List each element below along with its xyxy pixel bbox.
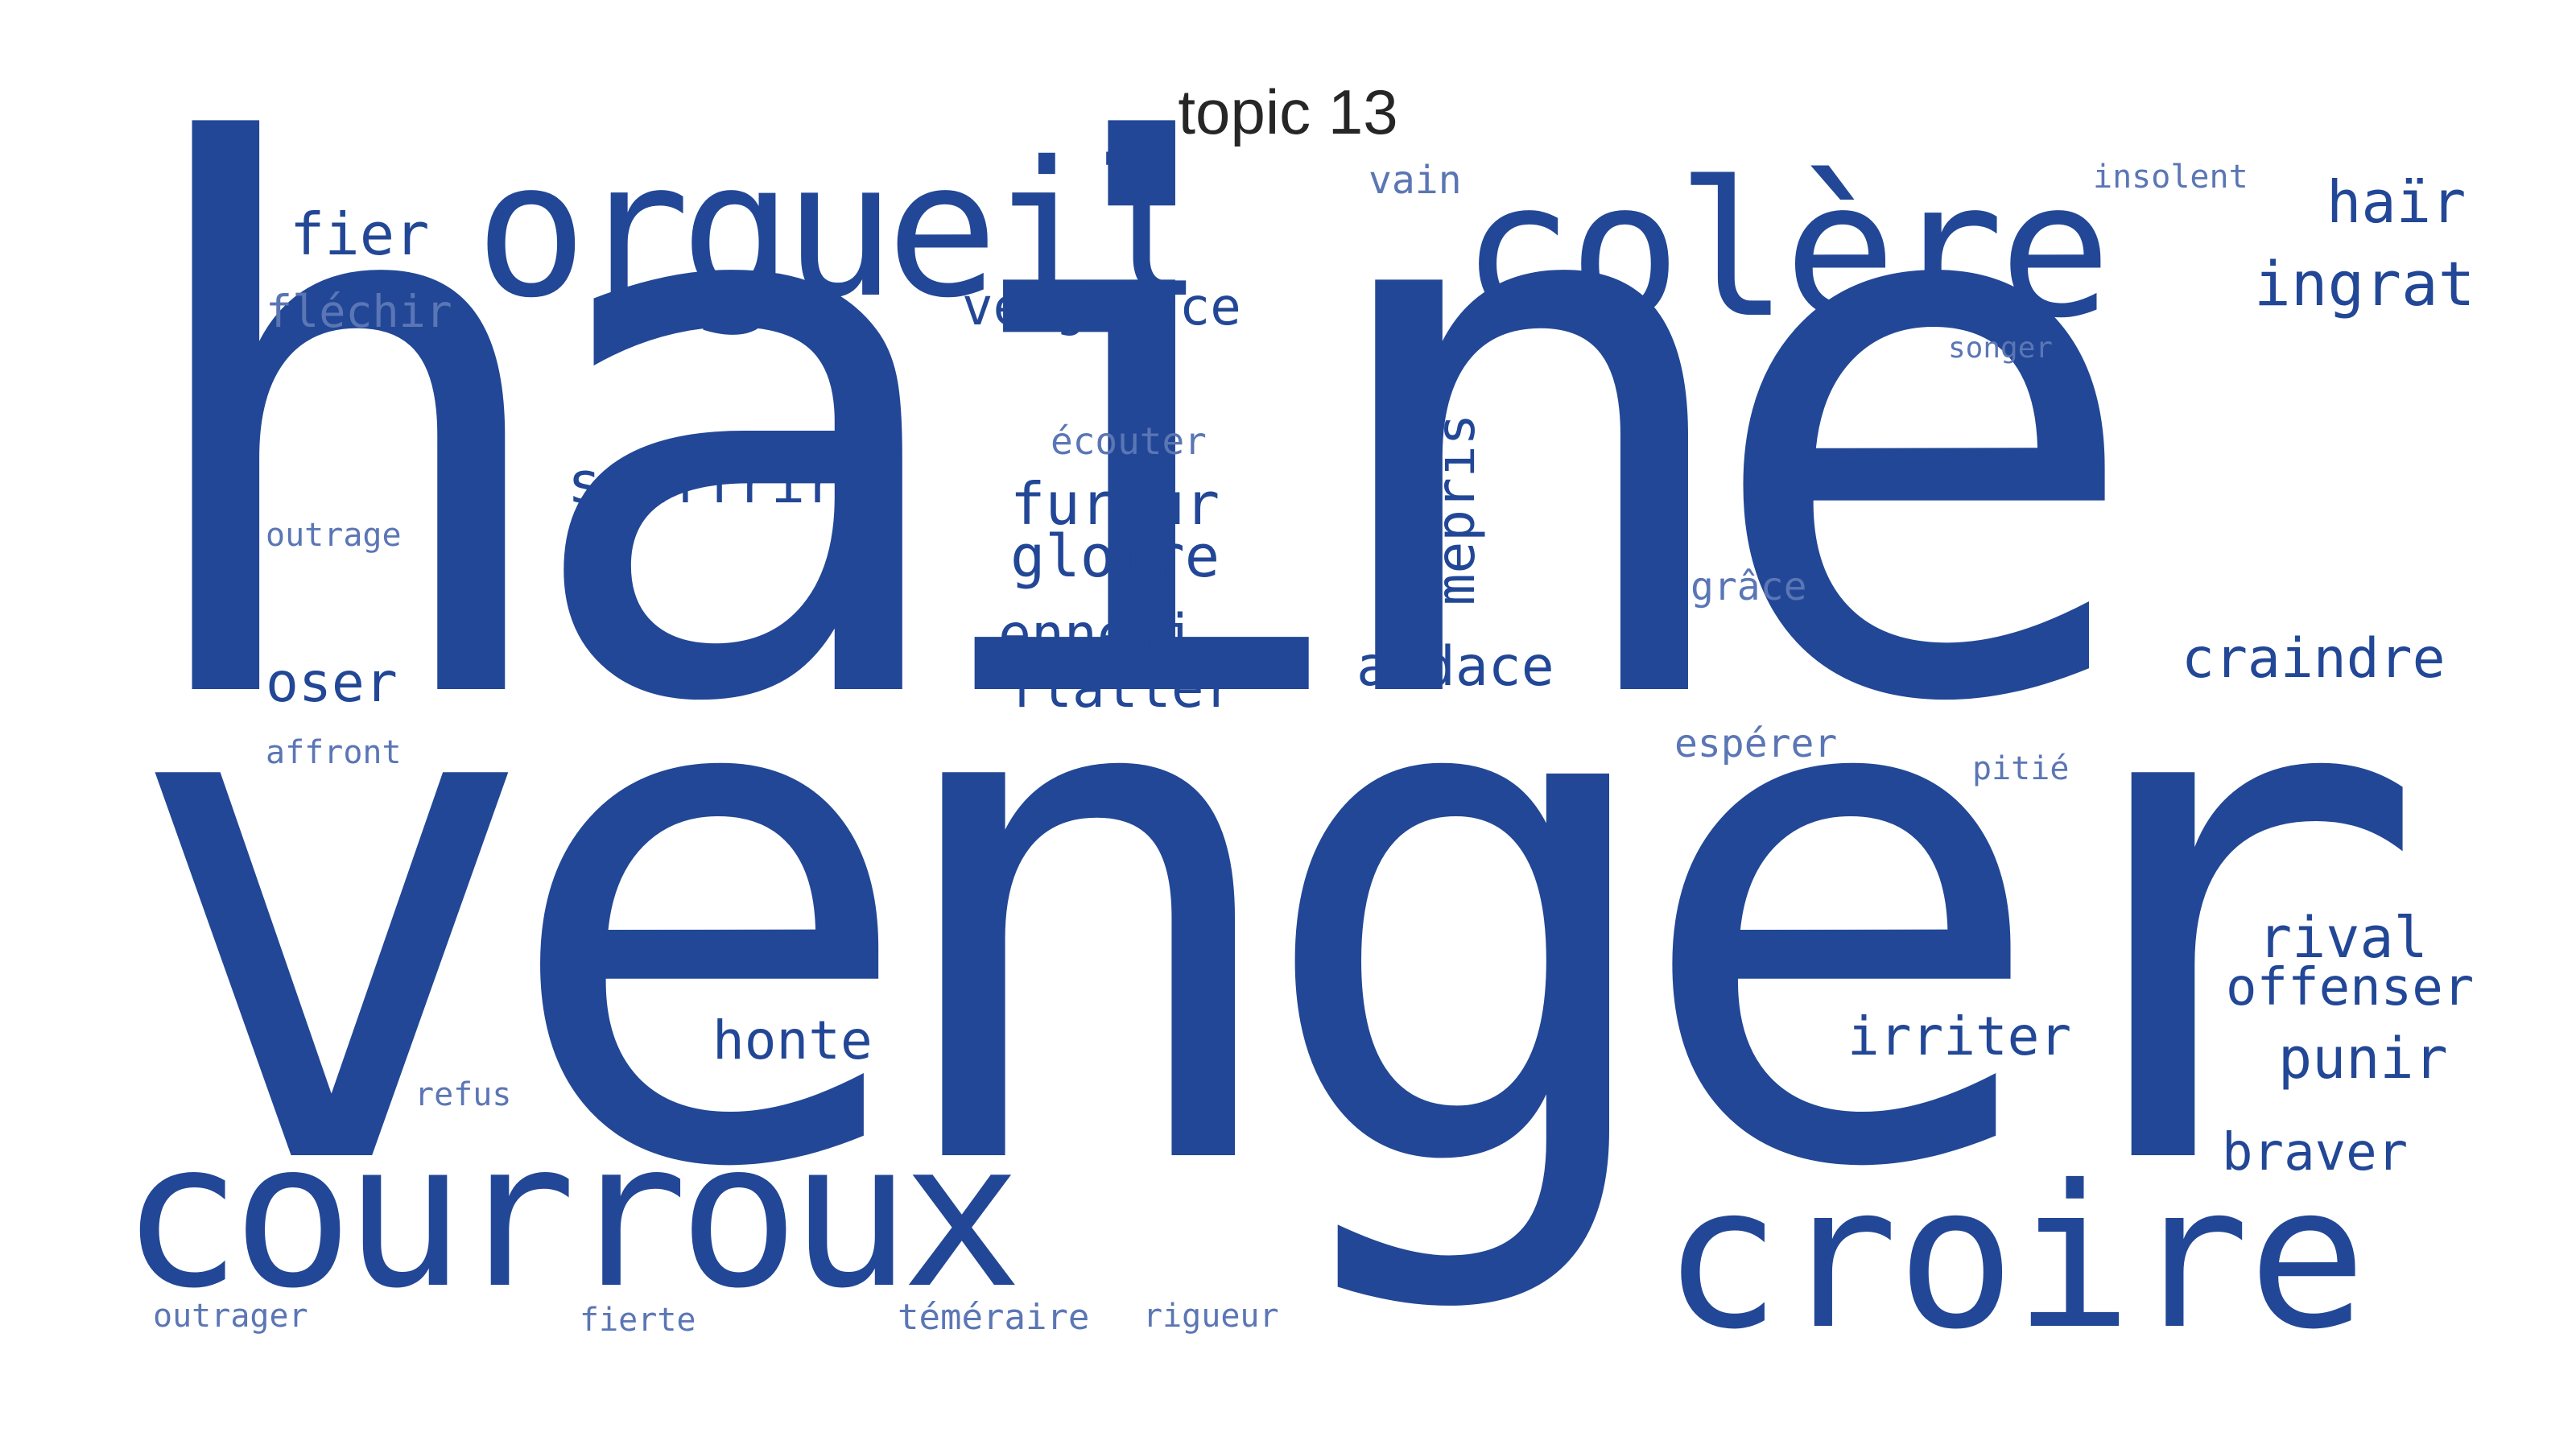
word-croire: croire (1662, 1143, 2367, 1373)
word-grace: grâce (1690, 564, 1807, 609)
word-flechir: fléchir (266, 286, 452, 337)
word-fierte: fierte (580, 1302, 696, 1339)
word-outrage: outrage (266, 517, 402, 554)
word-offenser: offenser (2226, 958, 2475, 1018)
word-oser: oser (266, 651, 398, 715)
word-rival: rival (2258, 905, 2428, 971)
word-braver: braver (2222, 1123, 2409, 1183)
word-insolent: insolent (2093, 159, 2248, 196)
word-flatter: flatter (1006, 657, 1237, 720)
word-gloire: gloire (1010, 522, 1220, 590)
word-songer: songer (1948, 332, 2054, 365)
word-haine: haine (121, 0, 2149, 866)
word-temeraire: téméraire (898, 1297, 1090, 1338)
word-pitie: pitié (1972, 750, 2070, 787)
word-fureur: fureur (1010, 470, 1220, 538)
word-outrager: outrager (153, 1298, 308, 1335)
word-irriter: irriter (1847, 1005, 2072, 1067)
word-esperer: espérer (1674, 721, 1838, 766)
word-rigueur: rigueur (1143, 1298, 1279, 1335)
word-orgueil: orgueil (475, 122, 1204, 339)
word-affront: affront (266, 734, 402, 771)
word-vain: vain (1368, 158, 1462, 203)
word-courroux: courroux (121, 1098, 1022, 1332)
word-hair: haïr (2326, 168, 2467, 236)
word-venger: venger (121, 506, 2429, 1321)
word-ennemi: ennemi (998, 603, 1196, 667)
word-vengeance: vengeance (962, 278, 1241, 337)
word-souffrir: souffrir (568, 450, 840, 516)
word-audace: audace (1356, 635, 1554, 699)
word-craindre: craindre (2182, 627, 2446, 691)
word-punir: punir (2278, 1026, 2448, 1092)
word-fier: fier (290, 200, 430, 268)
word-ecouter: écouter (1051, 419, 1207, 463)
word-mepris: mépris (1425, 413, 1488, 606)
word-honte: honte (712, 1009, 873, 1071)
word-colere: colère (1461, 142, 2112, 359)
word-refus: refus (415, 1076, 512, 1113)
plot-title: topic 13 (1178, 76, 1398, 147)
word-ingrat: ingrat (2254, 248, 2475, 320)
